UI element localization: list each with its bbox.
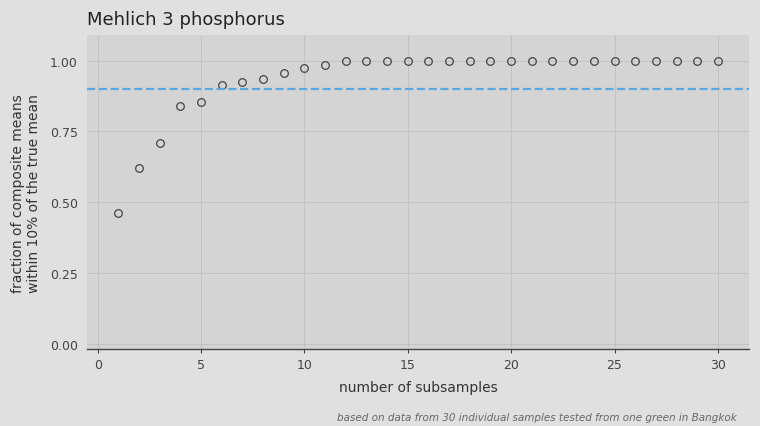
Text: based on data from 30 individual samples tested from one green in Bangkok: based on data from 30 individual samples… — [337, 412, 737, 422]
Text: Mehlich 3 phosphorus: Mehlich 3 phosphorus — [87, 11, 285, 29]
Y-axis label: fraction of composite means
within 10% of the true mean: fraction of composite means within 10% o… — [11, 94, 41, 292]
X-axis label: number of subsamples: number of subsamples — [339, 380, 498, 394]
